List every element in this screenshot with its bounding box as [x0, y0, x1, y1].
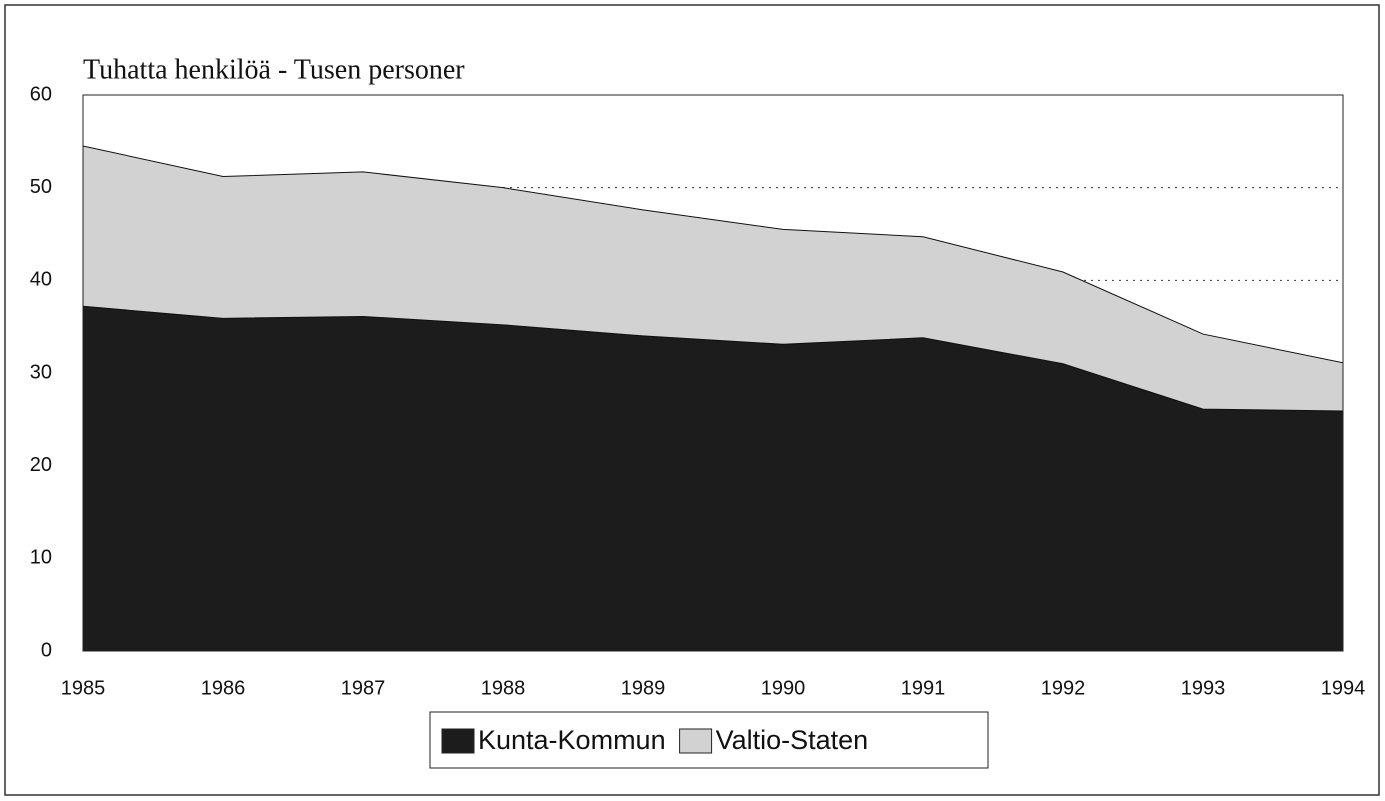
legend-label: Kunta-Kommun	[478, 725, 666, 755]
y-tick-label: 40	[30, 269, 52, 291]
y-tick-label: 10	[30, 547, 52, 569]
chart-title: Tuhatta henkilöä - Tusen personer	[83, 54, 465, 85]
legend-swatch	[679, 728, 713, 754]
x-tick-label: 1987	[341, 677, 386, 699]
y-tick-label: 0	[41, 639, 52, 661]
x-tick-label: 1993	[1181, 677, 1226, 699]
x-tick-label: 1986	[201, 677, 246, 699]
x-tick-label: 1990	[761, 677, 806, 699]
legend-label: Valtio-Staten	[716, 725, 869, 755]
x-tick-label: 1992	[1041, 677, 1086, 699]
x-tick-label: 1985	[61, 677, 106, 699]
y-tick-label: 60	[30, 83, 52, 105]
x-tick-label: 1994	[1321, 677, 1366, 699]
y-tick-label: 30	[30, 361, 52, 383]
x-tick-label: 1988	[481, 677, 526, 699]
x-tick-label: 1991	[901, 677, 946, 699]
y-tick-label: 20	[30, 454, 52, 476]
frame	[4, 4, 1380, 796]
x-tick-label: 1989	[621, 677, 666, 699]
legend-swatch	[441, 728, 475, 754]
plot-border	[82, 94, 1344, 652]
y-tick-label: 50	[30, 176, 52, 198]
